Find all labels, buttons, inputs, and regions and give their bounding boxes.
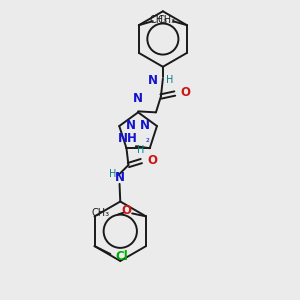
Text: N: N [115,171,124,184]
Text: N: N [133,92,143,105]
Text: NH: NH [118,132,138,145]
Text: ₂: ₂ [146,134,150,144]
Text: N: N [126,118,136,132]
Text: O: O [121,204,131,217]
Text: Cl: Cl [115,250,128,262]
Text: CH₃: CH₃ [91,208,110,218]
Text: N: N [140,118,150,132]
Text: N: N [148,74,158,87]
Text: O: O [147,154,157,166]
Text: H: H [137,145,145,155]
Text: O: O [181,86,191,99]
Text: CH₃: CH₃ [150,15,168,25]
Text: CH₃: CH₃ [158,15,176,25]
Text: H: H [166,75,173,85]
Text: H: H [109,169,116,179]
